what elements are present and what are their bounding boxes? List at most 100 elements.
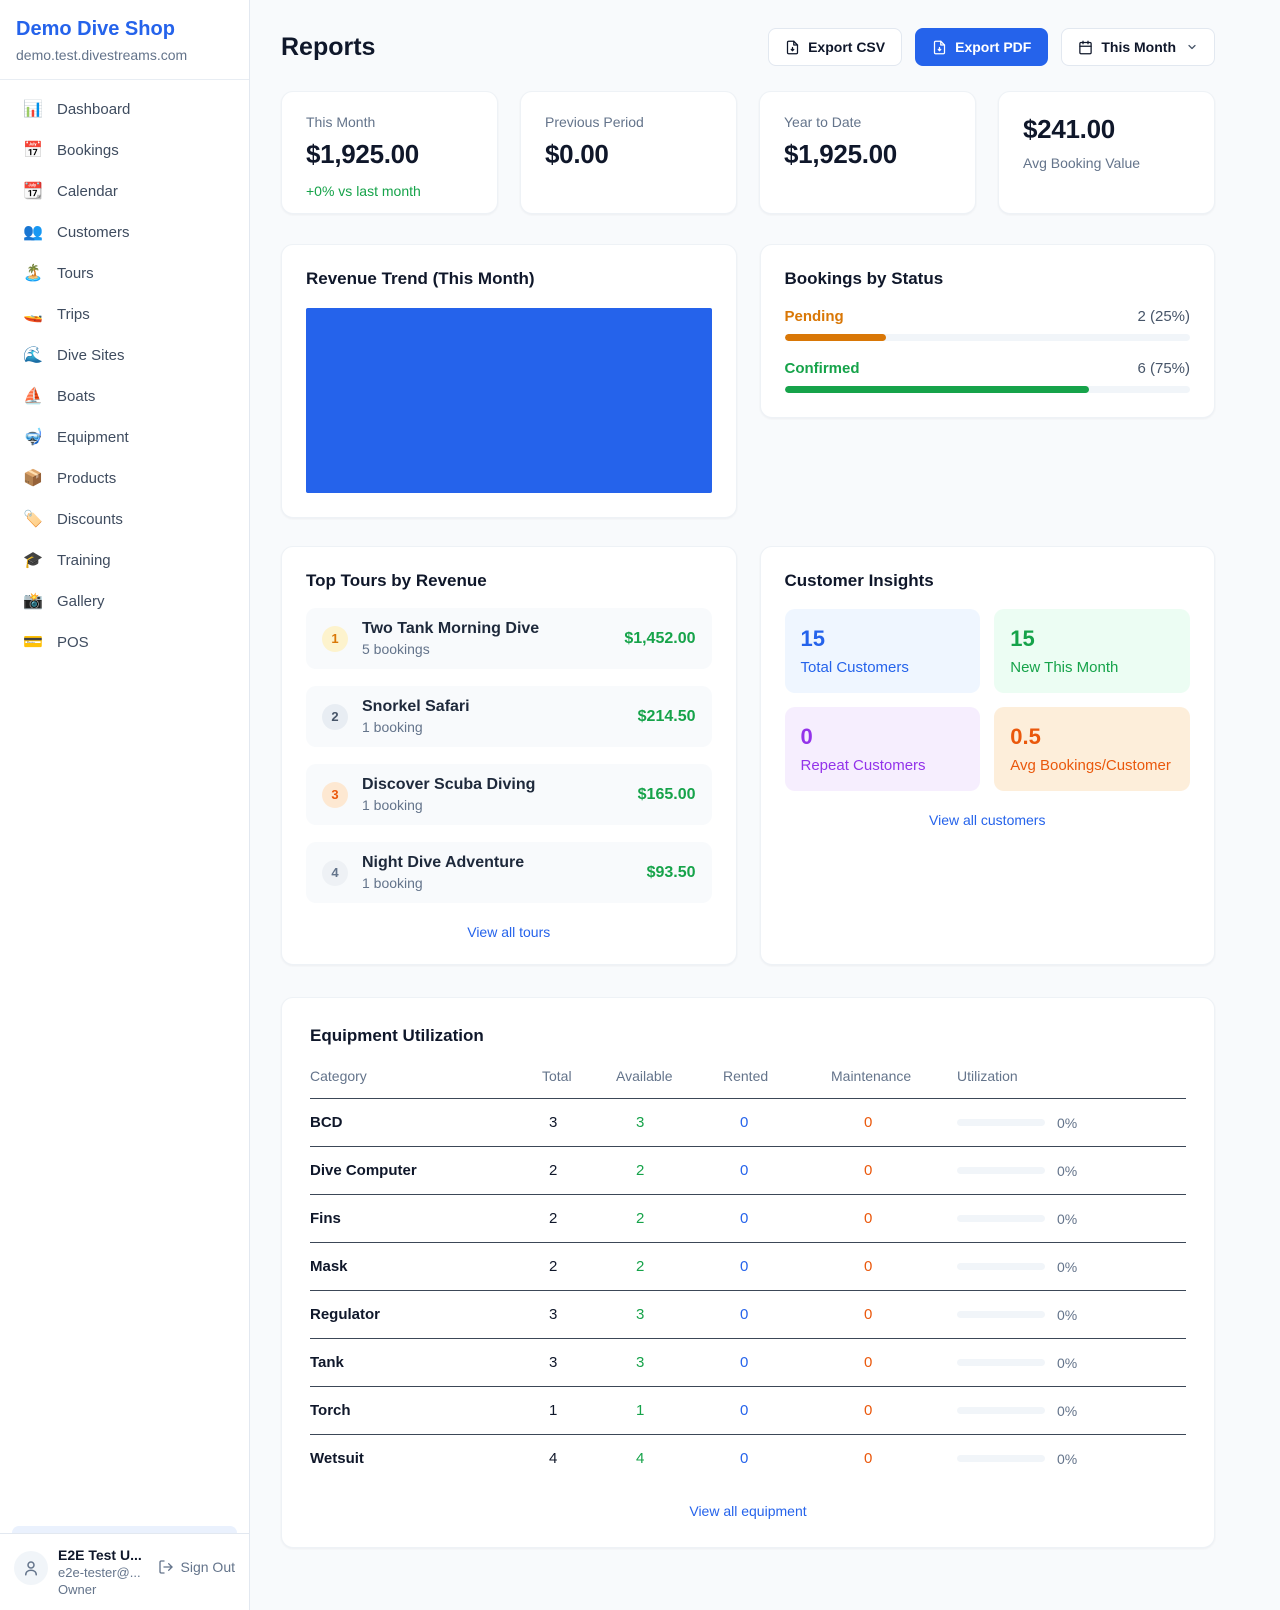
stat-card-previous-period: Previous Period $0.00 bbox=[520, 91, 737, 214]
credit-card-icon: 💳 bbox=[23, 634, 43, 651]
cell-available: 2 bbox=[636, 1162, 645, 1179]
cell-rented: 0 bbox=[740, 1354, 749, 1371]
utilization-percent: 0% bbox=[1057, 1402, 1078, 1419]
utilization-bar bbox=[957, 1455, 1045, 1462]
cell-maintenance: 0 bbox=[864, 1450, 873, 1467]
view-all-equipment-link[interactable]: View all equipment bbox=[689, 1503, 807, 1519]
table-row: BCD 3 3 0 0 0% bbox=[310, 1099, 1186, 1147]
sidebar-item-pos[interactable]: 💳 POS bbox=[12, 623, 237, 661]
utilization-percent: 0% bbox=[1057, 1306, 1078, 1323]
cell-rented: 0 bbox=[740, 1306, 749, 1323]
column-header-available: Available bbox=[616, 1068, 673, 1084]
shop-header: Demo Dive Shop demo.test.divestreams.com bbox=[0, 0, 249, 80]
sidebar-item-bookings[interactable]: 📅 Bookings bbox=[12, 131, 237, 169]
cell-maintenance: 0 bbox=[864, 1114, 873, 1131]
column-header-maintenance: Maintenance bbox=[831, 1068, 912, 1084]
cell-total: 1 bbox=[549, 1402, 558, 1419]
island-icon: 🏝️ bbox=[23, 265, 43, 282]
sign-out-label: Sign Out bbox=[180, 1559, 235, 1575]
insight-value: 0 bbox=[800, 724, 813, 749]
table-row: Torch 1 1 0 0 0% bbox=[310, 1387, 1186, 1435]
table-row: Wetsuit 4 4 0 0 0% bbox=[310, 1435, 1186, 1482]
stat-value: $0.00 bbox=[545, 139, 609, 169]
cell-utilization: 0% bbox=[957, 1211, 1186, 1227]
status-label-confirmed: Confirmed bbox=[784, 360, 860, 377]
sidebar-item-label: Customers bbox=[57, 223, 130, 241]
cell-utilization: 0% bbox=[957, 1259, 1186, 1275]
utilization-bar bbox=[957, 1311, 1045, 1318]
cell-utilization: 0% bbox=[957, 1403, 1186, 1419]
utilization-percent: 0% bbox=[1057, 1258, 1078, 1275]
period-dropdown[interactable]: This Month bbox=[1061, 28, 1215, 66]
sidebar-item-customers[interactable]: 👥 Customers bbox=[12, 213, 237, 251]
table-header-row: Category Total Available Rented Maintena… bbox=[310, 1068, 1186, 1099]
dive-mask-icon: 🤿 bbox=[23, 429, 43, 446]
view-all-customers-link[interactable]: View all customers bbox=[929, 812, 1046, 828]
cell-rented: 0 bbox=[740, 1450, 749, 1467]
sidebar-item-calendar[interactable]: 📆 Calendar bbox=[12, 172, 237, 210]
sidebar-item-trips[interactable]: 🚤 Trips bbox=[12, 295, 237, 333]
revenue-bar-chart bbox=[306, 308, 712, 493]
utilization-percent: 0% bbox=[1057, 1210, 1078, 1227]
sidebar-item-reports-partial[interactable] bbox=[12, 1526, 237, 1533]
chevron-down-icon bbox=[1188, 44, 1196, 50]
tour-revenue: $93.50 bbox=[646, 863, 696, 881]
sign-out-button[interactable]: Sign Out bbox=[158, 1559, 235, 1575]
utilization-bar bbox=[957, 1119, 1045, 1126]
sidebar-item-discounts[interactable]: 🏷️ Discounts bbox=[12, 500, 237, 538]
sidebar-item-products[interactable]: 📦 Products bbox=[12, 459, 237, 497]
insight-tile-repeat-customers: 0 Repeat Customers bbox=[784, 707, 981, 791]
main-content: Reports Export CSV Export PDF This Month bbox=[250, 0, 1280, 1548]
cell-total: 2 bbox=[549, 1258, 558, 1275]
tour-revenue: $214.50 bbox=[637, 707, 696, 725]
tour-revenue: $165.00 bbox=[637, 785, 696, 803]
cell-category: Regulator bbox=[310, 1306, 381, 1323]
sidebar-item-gallery[interactable]: 📸 Gallery bbox=[12, 582, 237, 620]
cell-total: 4 bbox=[549, 1450, 558, 1467]
sidebar-item-label: Tours bbox=[57, 264, 94, 282]
progress-track bbox=[784, 334, 1190, 341]
export-pdf-label: Export PDF bbox=[955, 39, 1032, 55]
cell-category: Tank bbox=[310, 1354, 344, 1371]
cell-category: Mask bbox=[310, 1258, 348, 1275]
shop-name: Demo Dive Shop bbox=[16, 18, 175, 40]
insight-grid: 15 Total Customers 15 New This Month 0 R… bbox=[784, 609, 1190, 791]
cell-rented: 0 bbox=[740, 1210, 749, 1227]
confirmed-progress-bar bbox=[784, 386, 1089, 393]
sailboat-icon: ⛵ bbox=[23, 388, 43, 405]
cell-maintenance: 0 bbox=[864, 1258, 873, 1275]
sidebar-item-dive-sites[interactable]: 🌊 Dive Sites bbox=[12, 336, 237, 374]
sidebar-item-training[interactable]: 🎓 Training bbox=[12, 541, 237, 579]
customer-insights-card: Customer Insights 15 Total Customers 15 … bbox=[759, 546, 1215, 965]
cell-category: Fins bbox=[310, 1210, 341, 1227]
insight-label: New This Month bbox=[1010, 659, 1119, 676]
file-icon bbox=[786, 40, 799, 54]
tag-icon: 🏷️ bbox=[23, 511, 43, 528]
sidebar-item-boats[interactable]: ⛵ Boats bbox=[12, 377, 237, 415]
insights-row: Top Tours by Revenue 1 Two Tank Morning … bbox=[281, 546, 1215, 965]
tour-row: 1 Two Tank Morning Dive 5 bookings $1,45… bbox=[306, 608, 712, 669]
cell-rented: 0 bbox=[740, 1114, 749, 1131]
table-row: Regulator 3 3 0 0 0% bbox=[310, 1291, 1186, 1339]
rank-badge: 3 bbox=[322, 781, 348, 808]
header-actions: Export CSV Export PDF This Month bbox=[768, 28, 1215, 66]
sidebar-nav: 📊 Dashboard 📅 Bookings 📆 Calendar 👥 Cust… bbox=[0, 80, 249, 1533]
status-count-pending: 2 (25%) bbox=[1137, 308, 1190, 325]
sidebar-item-equipment[interactable]: 🤿 Equipment bbox=[12, 418, 237, 456]
export-csv-button[interactable]: Export CSV bbox=[768, 28, 903, 66]
tour-row: 4 Night Dive Adventure 1 booking $93.50 bbox=[306, 842, 712, 903]
user-info: E2E Test U... e2e-tester@... Owner bbox=[58, 1547, 142, 1597]
insight-label: Avg Bookings/Customer bbox=[1010, 757, 1171, 774]
sidebar-item-tours[interactable]: 🏝️ Tours bbox=[12, 254, 237, 292]
sidebar-item-dashboard[interactable]: 📊 Dashboard bbox=[12, 90, 237, 128]
cell-category: Dive Computer bbox=[310, 1162, 417, 1179]
tour-name: Discover Scuba Diving bbox=[362, 776, 536, 793]
cell-maintenance: 0 bbox=[864, 1210, 873, 1227]
view-all-tours-link[interactable]: View all tours bbox=[467, 924, 551, 940]
utilization-bar bbox=[957, 1407, 1045, 1414]
top-tours-title: Top Tours by Revenue bbox=[306, 571, 487, 590]
export-pdf-button[interactable]: Export PDF bbox=[915, 28, 1049, 66]
stat-label: Year to Date bbox=[784, 114, 862, 130]
sidebar-item-label: Trips bbox=[57, 305, 90, 323]
user-section: E2E Test U... e2e-tester@... Owner Sign … bbox=[0, 1533, 249, 1610]
